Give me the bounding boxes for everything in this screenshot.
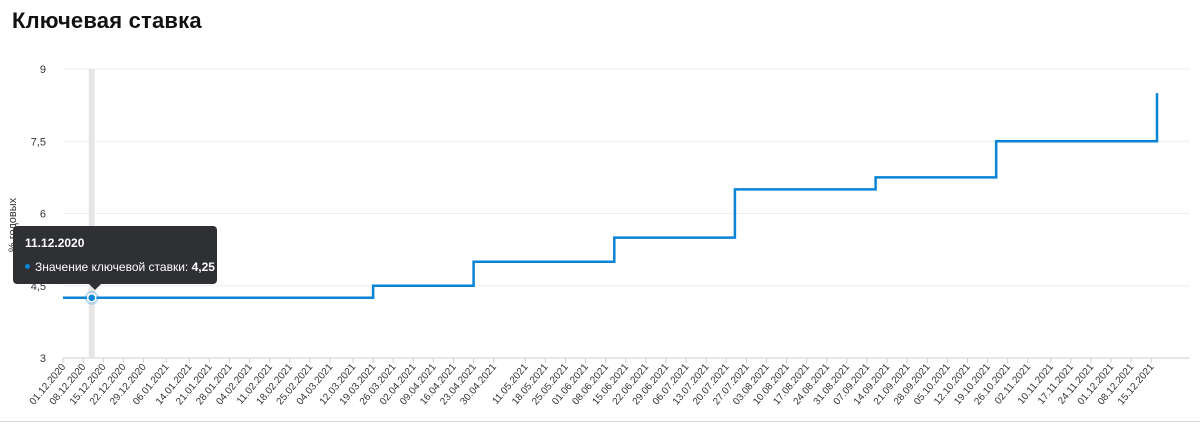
- y-tick-label: 9: [40, 64, 46, 76]
- tooltip-value: 4,25: [191, 260, 215, 274]
- y-tick-label: 7,5: [31, 136, 46, 148]
- y-tick-label: 3: [40, 353, 46, 365]
- series-layer: [63, 93, 1159, 305]
- page-title: Ключевая ставка: [12, 8, 202, 33]
- bottom-divider: [0, 421, 1200, 422]
- tooltip-date: 11.12.2020: [25, 236, 85, 250]
- tooltip-row: Значение ключевой ставки: 4,25: [25, 260, 215, 274]
- x-axis: 01.12.202008.12.202015.12.202022.12.2020…: [28, 358, 1157, 407]
- series-marker-icon: [25, 264, 30, 270]
- highlight-point[interactable]: [86, 293, 97, 303]
- tooltip-label: Значение ключевой ставки:: [35, 260, 189, 274]
- grid-layer: [63, 68, 1190, 359]
- chart-tooltip: 11.12.2020 Значение ключевой ставки: 4,2…: [13, 226, 217, 290]
- y-tick-label: 6: [40, 209, 46, 221]
- series-line: [63, 93, 1159, 300]
- y-axis: 34,567,59: [31, 64, 46, 365]
